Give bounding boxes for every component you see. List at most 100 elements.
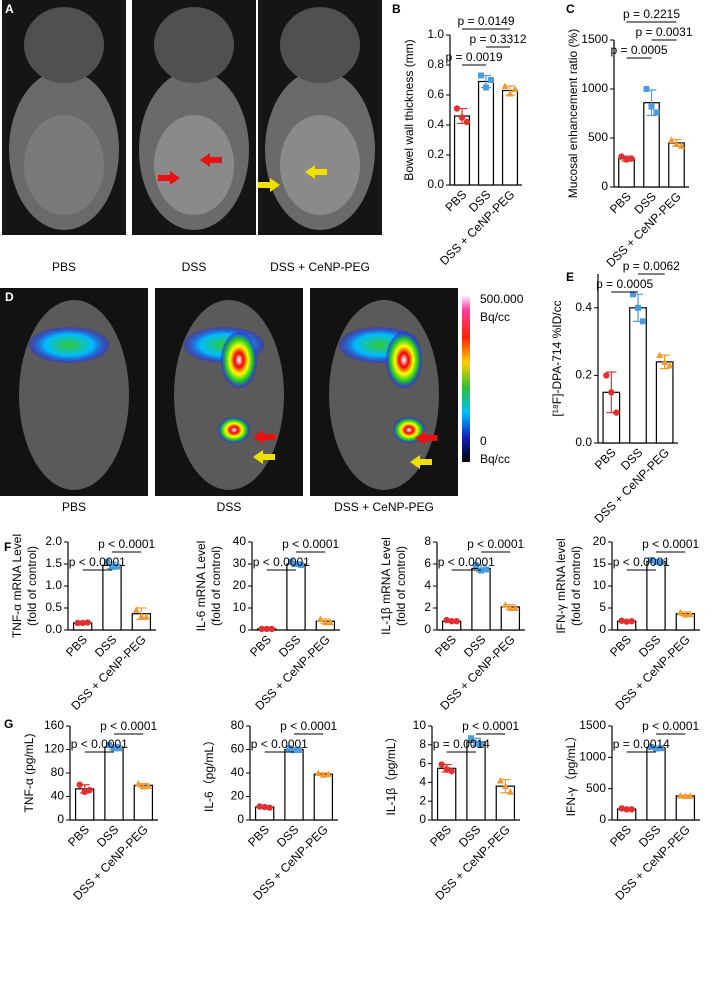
y-tick-label: 2.0 [45,534,62,548]
y-tick-label: 1.0 [427,27,444,41]
panel-letter: D [5,290,14,304]
significance-label: p < 0.0001 [69,555,126,569]
data-point [286,745,292,752]
y-tick-label: 6 [419,756,426,770]
bar [313,773,334,821]
significance-label: p < 0.0001 [71,737,128,751]
data-point [109,564,115,571]
arrow [305,165,327,179]
significance-label: p < 0.0001 [100,719,157,733]
y-tick-label: 0 [599,812,606,826]
y-tick-label: 0.2 [575,368,592,382]
data-point [84,619,91,626]
data-point [483,84,489,91]
bar [655,361,674,444]
y-tick-label: 160 [44,718,64,732]
bar [675,795,696,821]
y-tick-label: 30 [233,556,247,570]
data-point [266,804,273,811]
bar [629,307,647,444]
x-tick-label: PBS [442,187,469,214]
data-point [686,792,694,799]
image-label: PBS [62,500,86,514]
bar [286,563,306,631]
data-point [468,735,474,742]
panel-letter: C [566,2,575,16]
data-point [448,767,455,775]
data-point [648,103,655,110]
y-tick-label: 0.5 [45,600,62,614]
colorbar-max: 500.000 [480,292,524,306]
bar [284,748,304,821]
data-point [658,745,664,752]
bar [436,767,457,821]
data-point [628,618,635,625]
data-point [114,563,120,570]
y-tick-label: 10 [593,578,607,592]
ct-organ [24,115,104,215]
bar [477,80,495,186]
arrow [200,153,222,167]
bar [618,157,635,188]
data-point [648,743,654,750]
significance-label: p < 0.0001 [282,537,339,551]
y-tick-label: 8 [424,534,431,548]
data-point [496,777,504,784]
panel-letter: B [392,2,401,16]
y-tick-label: 40 [233,534,247,548]
y-tick-label: 0 [424,622,431,636]
data-point [628,155,635,162]
y-axis-label: IFN-γ mRNA level [554,538,568,633]
y-tick-label: 0.2 [427,147,444,161]
significance-label: p = 0.0005 [596,277,653,291]
data-point [673,140,680,147]
colorbar-min: 0 [480,434,487,448]
arrow [253,450,275,464]
y-tick-label: 0 [599,622,606,636]
y-tick-label: 0 [239,622,246,636]
image-label: PBS [52,260,76,274]
y-axis-label: [¹⁸F]-DPA-714 %ID/cc [550,300,564,416]
data-point [321,618,329,626]
data-point [268,625,275,633]
data-point [613,409,620,416]
y-tick-label: 2 [419,793,426,807]
significance-label: p < 0.0001 [642,719,699,733]
y-axis-label: IL-6 mRNA Level [194,541,208,632]
data-point [288,558,294,565]
colorbar-unit: Bq/cc [480,452,510,466]
data-point [86,786,93,794]
significance-label: p < 0.0001 [98,537,155,551]
y-tick-label: 0.8 [427,57,444,71]
data-point [448,618,455,625]
data-point [293,561,299,567]
data-point [261,803,268,811]
y-axis-label: TNF-α (pg/mL) [22,734,36,813]
data-point [643,86,650,92]
data-point [628,806,635,813]
y-tick-label: 0.6 [427,87,444,101]
image-label: DSS + CeNP-PEG [334,500,434,514]
significance-label: p = 0.0062 [623,259,680,273]
significance-label: p = 0.0149 [457,14,514,28]
data-point [630,291,636,298]
y-axis-label: (fold of control) [209,546,223,626]
data-point [453,105,461,112]
y-tick-label: 1.5 [45,556,62,570]
y-axis-label: TNF-α mRNA Level [10,534,24,638]
arrow [415,431,437,445]
data-point [106,741,112,748]
arrow [158,171,180,185]
significance-label: p = 0.0031 [635,25,692,39]
data-point [618,805,625,812]
y-tick-label: 20 [593,534,607,548]
panel-letter: E [566,270,574,284]
bar [102,564,122,631]
bar [471,567,491,631]
y-tick-label: 6 [424,556,431,570]
data-point [511,85,519,92]
data-point [258,625,265,633]
y-axis-label: (fold of control) [569,546,583,626]
data-point [473,562,479,569]
significance-label: p = 0.0019 [445,50,502,64]
